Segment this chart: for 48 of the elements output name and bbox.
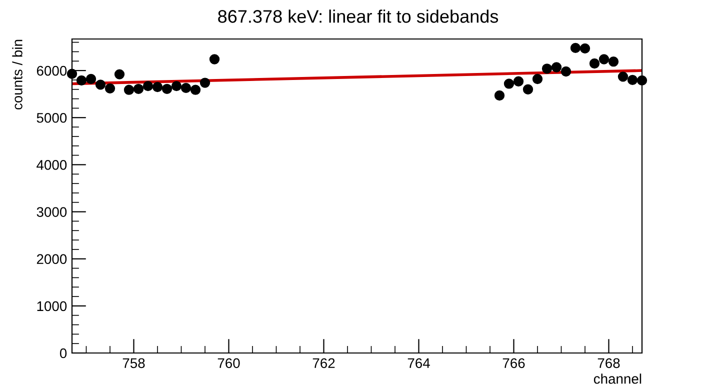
y-tick-label: 0 [60, 348, 67, 358]
point [580, 43, 590, 54]
point [608, 56, 619, 67]
x-axis-title: channel [594, 374, 642, 384]
y-tick-label: 3000 [36, 207, 67, 217]
point [86, 74, 96, 84]
y-axis-title: counts / bin [12, 40, 22, 110]
point [200, 78, 210, 88]
point [570, 42, 581, 54]
point [551, 62, 562, 72]
point [618, 72, 628, 82]
point [76, 75, 87, 86]
point [190, 84, 201, 95]
point [133, 84, 144, 94]
point [171, 80, 182, 92]
point [513, 76, 524, 86]
chart-title: 867.378 keV: linear fit to sidebands [218, 10, 498, 23]
x-tick-label: 768 [598, 358, 620, 368]
point [95, 80, 106, 90]
point [494, 90, 505, 101]
y-tick-label: 1000 [37, 301, 67, 312]
point [104, 83, 116, 94]
point [162, 84, 172, 94]
x-tick-label: 764 [408, 358, 430, 368]
point [152, 82, 163, 92]
point [560, 66, 572, 77]
point [598, 54, 610, 64]
point [504, 78, 514, 89]
y-tick-label: 2000 [36, 254, 67, 264]
point [66, 68, 78, 79]
x-tick-label: 758 [122, 358, 145, 368]
point [209, 54, 220, 64]
point [180, 82, 192, 94]
point [522, 84, 534, 94]
point [532, 74, 543, 84]
y-tick-label: 6000 [36, 66, 67, 76]
x-tick-label: 762 [312, 358, 335, 368]
x-tick-label: 760 [218, 358, 240, 368]
point [589, 58, 600, 69]
point [542, 64, 552, 74]
point [124, 84, 134, 95]
point [627, 74, 638, 86]
y-tick-label: 4000 [36, 160, 67, 170]
x-tick-label: 766 [502, 358, 525, 368]
point [142, 80, 154, 92]
y-tick-label: 5000 [36, 112, 67, 123]
point [636, 75, 648, 86]
point [114, 69, 125, 80]
